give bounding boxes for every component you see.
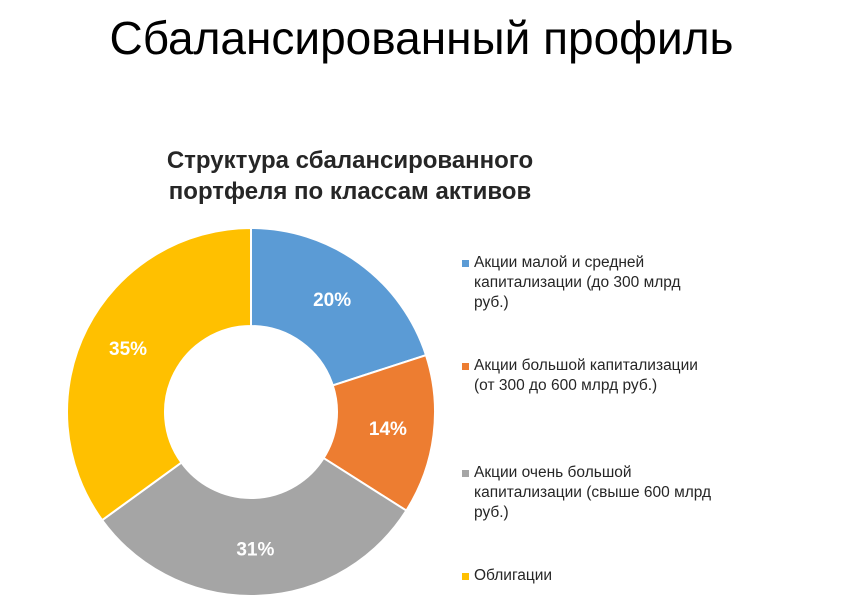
legend-item: Акции большой капитализации (от 300 до 6… [462,356,822,396]
slide-title: Сбалансированный профиль [109,12,734,64]
legend-label: Акции малой и средней капитализации (до … [474,254,681,311]
donut-slice [100,456,408,597]
slice-data-label: 35% [109,339,147,360]
slice-data-label: 20% [313,290,351,311]
legend-item: Акции малой и средней капитализации (до … [462,253,822,313]
donut-slice [66,226,252,522]
slice-data-label: 31% [236,539,274,560]
chart-title: Структура сбалансированного портфеля по … [150,145,550,207]
donut-slice-labels: 20% 14% 31% 35% [109,290,407,561]
legend-swatch [462,573,469,580]
legend-swatch [462,363,469,370]
legend-swatch [462,470,469,477]
donut-slices [66,226,436,597]
chart-title-text: Структура сбалансированного портфеля по … [166,147,534,205]
legend-item: Облигации [462,566,822,586]
legend-label: Облигации [474,567,553,584]
slice-data-label: 14% [369,419,407,440]
legend-item: Акции очень большой капитализации (свыше… [462,463,822,523]
legend-label: Акции большой капитализации (от 300 до 6… [474,357,698,394]
legend-swatch [462,260,469,267]
donut-slice [250,226,428,387]
legend-label: Акции очень большой капитализации (свыше… [474,464,712,521]
donut-slice [322,353,436,512]
